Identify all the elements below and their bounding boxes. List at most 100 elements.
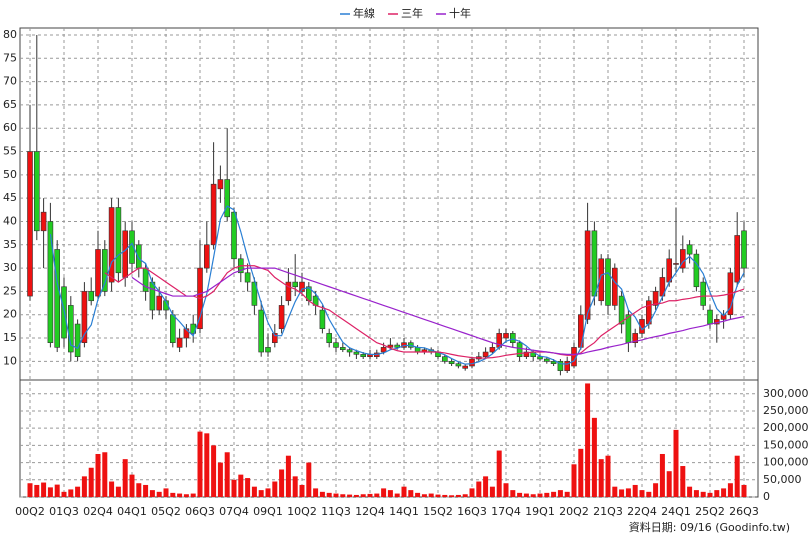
candle-body — [299, 281, 305, 292]
candle-body — [679, 249, 686, 269]
candle-body — [577, 314, 584, 348]
volume-bar — [129, 474, 135, 497]
volume-bar — [639, 490, 645, 497]
candle-body — [523, 351, 530, 357]
candle-body — [591, 230, 598, 297]
volume-bar — [143, 484, 149, 497]
x-tick-label: 06Q3 — [185, 505, 215, 518]
candle-body — [136, 244, 142, 269]
candle-body — [271, 333, 278, 344]
footer: 資料日期: 09/16 (Goodinfo.tw) — [629, 520, 790, 534]
x-tick-label: 01Q3 — [49, 505, 79, 518]
volume-bar — [687, 486, 693, 497]
volume-bar — [483, 476, 489, 497]
candle-body — [503, 333, 509, 339]
candle-body — [156, 295, 162, 311]
candle-body — [380, 347, 387, 353]
x-tick-label: 15Q2 — [423, 505, 453, 518]
volume-bar — [564, 491, 570, 497]
volume-bar — [81, 476, 87, 497]
volume-bar — [381, 488, 387, 497]
x-tick-label: 17Q4 — [491, 505, 521, 518]
volume-bar — [204, 433, 210, 497]
volume-bar — [605, 455, 611, 497]
volume-bar — [224, 452, 230, 497]
candle-body — [707, 309, 713, 325]
volume-bar — [659, 453, 665, 497]
volume-bar — [401, 486, 407, 497]
candle-body — [278, 305, 285, 330]
volume-bar — [585, 383, 591, 497]
candle-body — [33, 151, 40, 232]
x-tick-label: 16Q3 — [457, 505, 487, 518]
y-tick-label: 70 — [3, 75, 17, 88]
volume-bar — [721, 488, 727, 497]
volume-bar — [435, 494, 441, 497]
volume-bar — [109, 481, 115, 497]
candle-body — [292, 281, 299, 288]
volume-bar — [421, 494, 427, 497]
volume-bar — [741, 484, 747, 497]
volume-bar — [231, 479, 237, 497]
volume-bar — [625, 488, 631, 497]
volume-bar — [646, 491, 652, 497]
volume-bar — [292, 476, 298, 497]
y-tick-label: 30 — [3, 261, 17, 274]
volume-bar — [673, 429, 679, 497]
volume-bar — [149, 490, 155, 497]
candle-body — [115, 207, 122, 274]
y-tick-label: 50 — [3, 168, 17, 181]
candle-body — [387, 344, 394, 348]
candle-body — [666, 258, 673, 283]
volume-bar — [122, 459, 128, 497]
y2-tick-label: 200,000 — [763, 421, 808, 434]
volume-bar — [340, 494, 346, 497]
y-tick-label: 75 — [3, 51, 17, 64]
volume-bar — [462, 494, 468, 497]
volume-bar — [374, 493, 380, 497]
candle-body — [217, 179, 224, 190]
legend-label: 十年 — [449, 6, 471, 20]
volume-bar — [47, 487, 53, 497]
candle-body — [720, 314, 727, 320]
candle-body — [122, 230, 128, 278]
candle-body — [652, 291, 659, 306]
x-tick-label: 05Q2 — [151, 505, 181, 518]
volume-bar — [544, 492, 550, 497]
volume-bar — [265, 488, 271, 497]
y-tick-label: 65 — [3, 98, 17, 111]
volume-bar — [102, 452, 108, 497]
volume-bar — [27, 483, 33, 497]
candle-body — [183, 328, 190, 339]
volume-bar — [367, 493, 373, 497]
candle-body — [231, 211, 237, 260]
volume-bar — [306, 462, 312, 497]
candle-body — [170, 314, 176, 344]
candle-body — [210, 183, 217, 246]
volume-bar — [360, 494, 366, 497]
x-tick-label: 20Q2 — [559, 505, 589, 518]
volume-bar — [299, 484, 305, 497]
x-tick-label: 00Q2 — [15, 505, 45, 518]
candle-body — [102, 249, 108, 292]
candle-body — [68, 305, 74, 353]
candle-body — [741, 230, 747, 269]
volume-bar — [653, 483, 659, 497]
volume-bar — [727, 483, 733, 497]
x-tick-label: 07Q4 — [219, 505, 249, 518]
candle-body — [54, 249, 61, 348]
volume-bar — [523, 493, 529, 497]
volume-bar — [394, 493, 400, 497]
candle-body — [251, 281, 258, 306]
volume-bar — [279, 469, 285, 497]
volume-bar — [75, 486, 81, 497]
candle-body — [611, 267, 618, 306]
volume-bar — [680, 466, 686, 497]
volume-bar — [61, 491, 67, 497]
candle-body — [129, 230, 135, 264]
volume-bar — [517, 492, 523, 497]
candle-body — [598, 258, 605, 302]
volume-bar — [319, 491, 325, 497]
volume-bar — [714, 490, 720, 497]
